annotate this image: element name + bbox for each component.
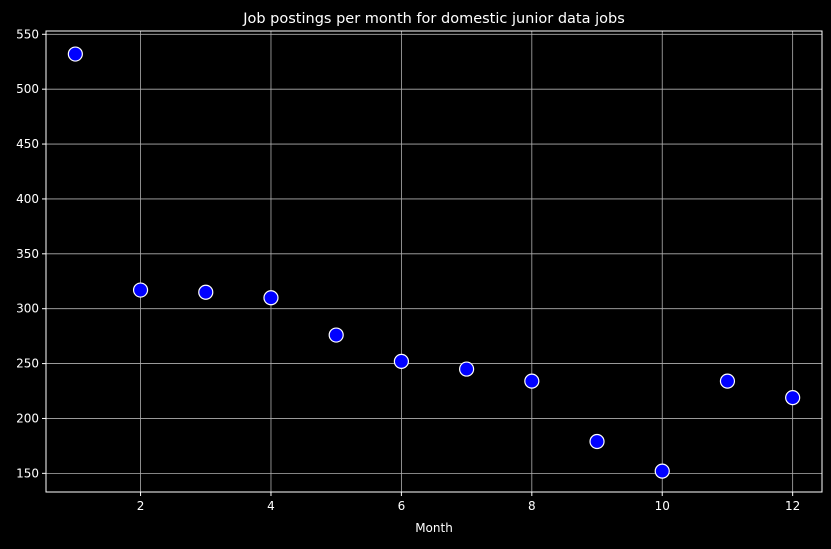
data-points — [67, 46, 801, 479]
y-tick-label: 300 — [16, 302, 39, 316]
y-tick-label: 450 — [16, 137, 39, 151]
data-point — [328, 327, 344, 343]
y-tick-label: 350 — [16, 247, 39, 261]
data-point — [589, 433, 605, 450]
data-point — [524, 373, 540, 389]
data-point — [263, 290, 279, 306]
data-point — [132, 282, 149, 298]
x-tick-label: 2 — [137, 499, 145, 513]
data-point — [67, 46, 83, 62]
y-tick-label: 150 — [16, 466, 39, 480]
plot-frame — [45, 30, 823, 493]
data-point — [654, 463, 670, 479]
y-tick-label: 200 — [16, 411, 39, 425]
x-tick-label: 4 — [267, 499, 275, 513]
data-point — [198, 284, 214, 300]
data-point — [459, 361, 475, 377]
data-point — [393, 353, 409, 369]
y-tick-label: 250 — [16, 357, 39, 371]
chart-title: Job postings per month for domestic juni… — [242, 11, 625, 27]
y-tick-label: 400 — [16, 192, 39, 206]
data-point — [785, 390, 801, 406]
data-point — [719, 373, 736, 389]
x-tick-label: 6 — [398, 499, 406, 513]
y-tick-label: 550 — [16, 27, 39, 41]
y-tick-label: 500 — [16, 82, 39, 96]
x-axis-label: Month — [415, 521, 453, 535]
x-tick-label: 12 — [785, 499, 800, 513]
x-tick-label: 8 — [528, 499, 536, 513]
axis-ticks: 2 4 6 8 10 12 150 200 250 300 350 400 450 500 550 — [16, 27, 800, 513]
grid — [46, 31, 822, 492]
x-tick-label: 10 — [655, 499, 670, 513]
